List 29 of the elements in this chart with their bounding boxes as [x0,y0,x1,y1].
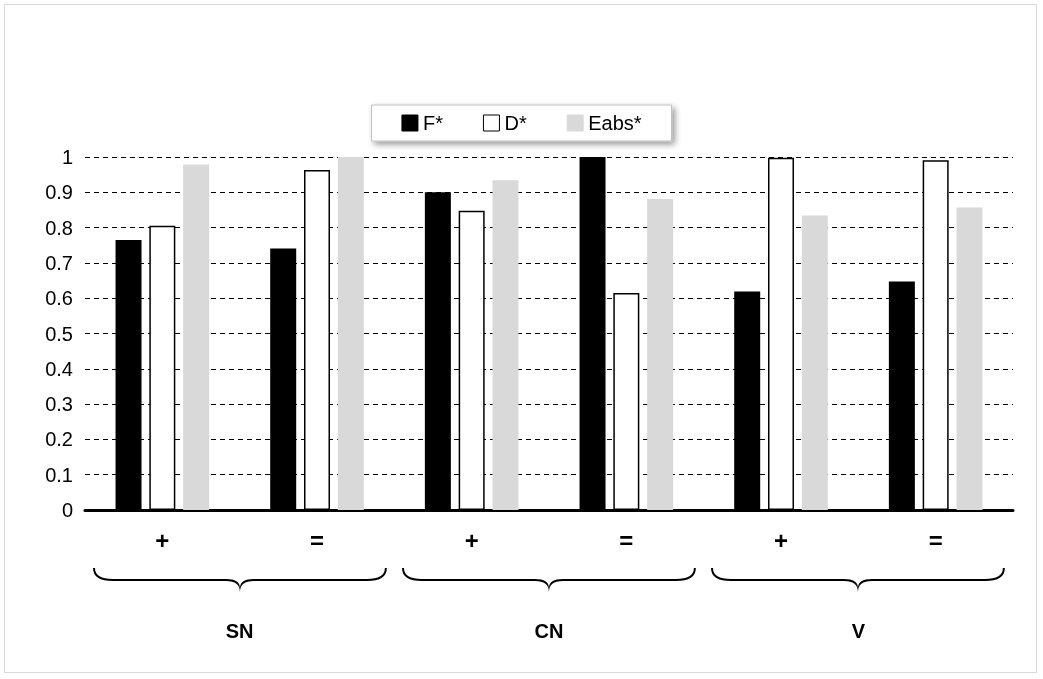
y-tick-label: 0.4 [45,357,73,380]
bar [956,207,983,510]
x-tick-label: + [464,526,479,554]
bar [492,180,519,510]
x-tick-label: = [928,526,943,554]
text: CN [534,620,564,643]
y-tick-label: 1 [61,146,73,168]
y-tick-label: 0.6 [45,287,73,310]
x-tick-label: + [155,526,170,554]
bar [337,157,364,510]
y-tick-label: 0 [61,499,73,521]
legend-label: D* [504,112,527,134]
x-tick-label: + [773,526,789,554]
bar [647,199,674,510]
y-tick-label: 0.2 [45,428,73,451]
y-tick-label: 0.9 [45,181,73,204]
text: SN [225,620,254,643]
text: V [851,620,865,643]
y-tick-label: 0.8 [45,216,73,239]
legend-label: Eabs* [588,112,642,134]
x-tick-label: = [619,526,634,554]
x-tick-label: = [309,526,325,554]
y-tick-label: 0.3 [45,393,73,416]
bar [183,164,210,510]
bar [801,215,828,510]
y-tick-label: 0.1 [45,463,73,486]
y-tick-label: 0.5 [45,322,73,345]
legend-label: F* [422,112,444,134]
y-tick-label: 0.7 [45,251,73,274]
